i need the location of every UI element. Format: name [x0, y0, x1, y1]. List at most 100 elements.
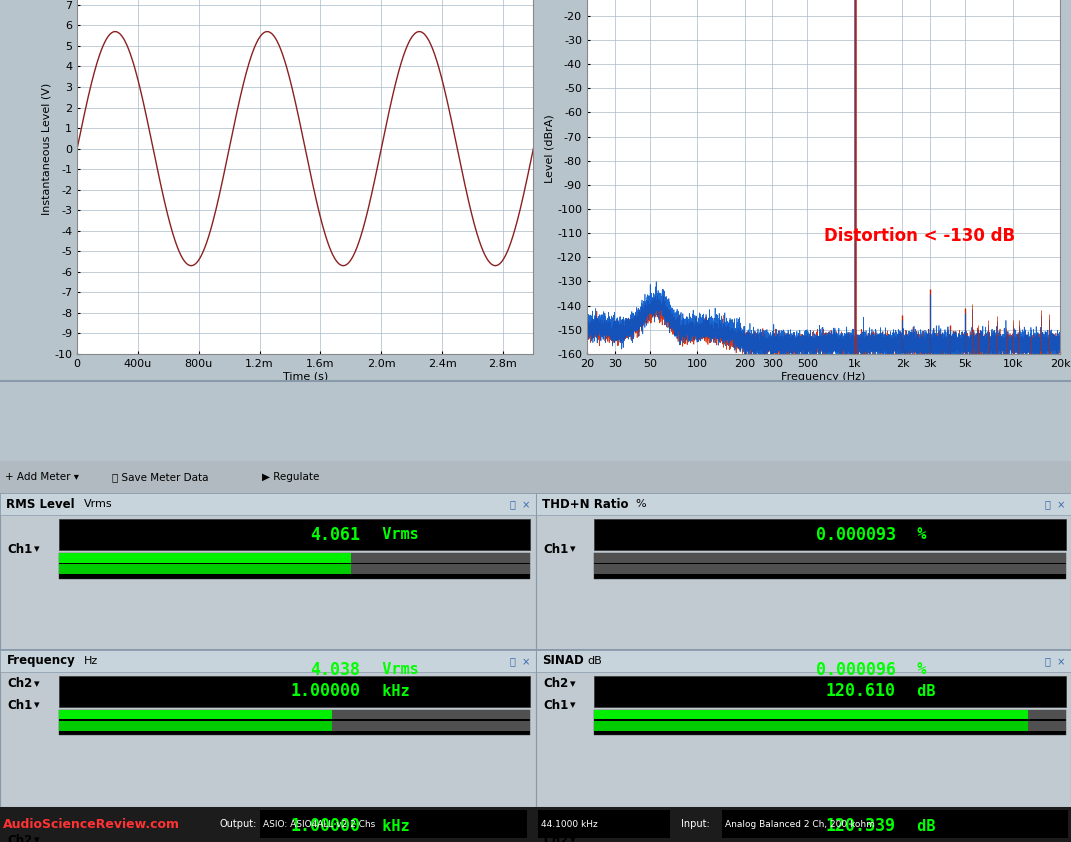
Bar [536, 650, 1071, 672]
Text: ▾: ▾ [34, 544, 40, 554]
Bar [536, 493, 537, 807]
Text: AudioScienceReview.com: AudioScienceReview.com [3, 818, 180, 831]
Text: RMS Level: RMS Level [6, 498, 75, 511]
Text: ▾: ▾ [34, 835, 40, 842]
Text: ▶ Regulate: ▶ Regulate [262, 472, 320, 482]
Text: 120.610: 120.610 [826, 683, 896, 701]
Bar [1028, 710, 1066, 719]
Bar [594, 710, 1028, 719]
Bar [594, 564, 1066, 574]
Bar [538, 810, 670, 839]
Text: ▾: ▾ [570, 544, 575, 554]
Text: 4.061: 4.061 [311, 526, 361, 544]
Bar [536, 650, 1071, 807]
Bar [594, 553, 1066, 578]
Text: Hz: Hz [85, 656, 99, 666]
Bar [260, 810, 527, 839]
Text: Ch2: Ch2 [7, 834, 33, 842]
Text: ▾: ▾ [570, 835, 575, 842]
Bar [346, 699, 530, 709]
Bar [594, 520, 1066, 551]
Bar [351, 564, 530, 574]
Bar [59, 710, 332, 719]
Text: 1.00000: 1.00000 [290, 818, 361, 835]
Text: 1.00000: 1.00000 [290, 683, 361, 701]
Text: Vrms: Vrms [85, 499, 112, 509]
Text: Distortion < -130 dB: Distortion < -130 dB [824, 226, 1014, 245]
X-axis label: Time (s): Time (s) [283, 371, 328, 381]
Bar [1028, 721, 1066, 731]
Text: ⬜ Save Meter Data: ⬜ Save Meter Data [112, 472, 209, 482]
Text: 44.1000 kHz: 44.1000 kHz [541, 820, 598, 829]
Bar [594, 811, 1066, 842]
Bar [332, 721, 530, 731]
Text: %: % [900, 662, 926, 677]
Text: ⬜  ×: ⬜ × [1045, 499, 1066, 509]
Y-axis label: Level (dBrA): Level (dBrA) [544, 115, 554, 183]
Text: kHz: kHz [364, 684, 409, 699]
Bar [59, 811, 530, 842]
Text: Input:: Input: [681, 819, 710, 829]
Text: Ch1: Ch1 [543, 699, 569, 712]
Text: ▾: ▾ [570, 679, 575, 689]
Text: ▾: ▾ [570, 701, 575, 711]
Bar [594, 688, 1066, 697]
Bar [0, 807, 1071, 842]
Text: dB: dB [900, 818, 936, 834]
Text: ⬜  ×: ⬜ × [510, 499, 530, 509]
Text: %: % [636, 499, 646, 509]
Bar [332, 710, 530, 719]
Bar [59, 688, 346, 697]
Text: Ch1: Ch1 [7, 699, 33, 712]
Bar [59, 564, 351, 574]
Text: Ch2: Ch2 [543, 834, 569, 842]
Text: + Add Meter ▾: + Add Meter ▾ [5, 472, 79, 482]
Y-axis label: Instantaneous Level (V): Instantaneous Level (V) [42, 83, 51, 215]
Text: kHz: kHz [364, 818, 409, 834]
Text: ⬜  ×: ⬜ × [1045, 656, 1066, 666]
Text: · · ·: · · · [527, 376, 544, 386]
Text: Output:: Output: [220, 819, 257, 829]
Text: Vrms: Vrms [364, 527, 419, 542]
Bar [722, 810, 1068, 839]
Text: %: % [900, 527, 926, 542]
X-axis label: Frequency (Hz): Frequency (Hz) [782, 371, 865, 381]
Text: 120.339: 120.339 [826, 818, 896, 835]
Bar [59, 654, 530, 685]
Text: Ch1: Ch1 [543, 542, 569, 556]
Bar [594, 676, 1066, 707]
Text: SINAD: SINAD [542, 654, 584, 668]
Bar [536, 493, 1071, 650]
Bar [59, 553, 351, 562]
Bar [0, 461, 1071, 493]
Bar [59, 699, 346, 709]
Text: Ch1: Ch1 [7, 542, 33, 556]
Text: ▾: ▾ [34, 679, 40, 689]
Text: THD+N Ratio: THD+N Ratio [542, 498, 629, 511]
Bar [594, 553, 1066, 562]
Text: Frequency: Frequency [6, 654, 75, 668]
Text: dB: dB [587, 656, 602, 666]
Bar [0, 650, 536, 807]
Text: 4.038: 4.038 [311, 661, 361, 679]
Text: Vrms: Vrms [364, 662, 419, 677]
Bar [346, 688, 530, 697]
Bar [59, 520, 530, 551]
Bar [594, 699, 1066, 709]
Bar [594, 688, 1066, 713]
Bar [59, 553, 530, 578]
Text: 0.000096: 0.000096 [816, 661, 896, 679]
Bar [59, 676, 530, 707]
Text: ASIO: ASIO4ALL v2 2 Chs: ASIO: ASIO4ALL v2 2 Chs [263, 820, 376, 829]
Bar [0, 493, 536, 515]
Text: ▾: ▾ [34, 701, 40, 711]
Text: 0.000093: 0.000093 [816, 526, 896, 544]
Bar [594, 654, 1066, 685]
Text: Ch2: Ch2 [7, 677, 33, 690]
Bar [59, 721, 332, 731]
Bar [0, 493, 536, 650]
Bar [0, 650, 536, 672]
Text: Analog Balanced 2 Ch, 200 kohm: Analog Balanced 2 Ch, 200 kohm [725, 820, 875, 829]
Bar [594, 721, 1028, 731]
Text: Ch2: Ch2 [543, 677, 569, 690]
